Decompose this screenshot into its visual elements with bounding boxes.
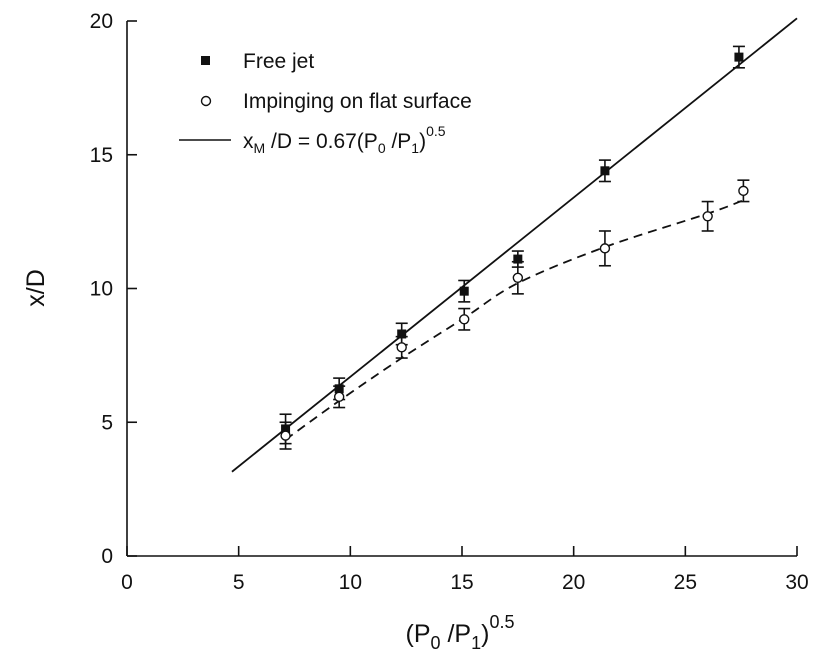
- data-point-square: [459, 286, 469, 296]
- data-point-circle: [702, 211, 713, 222]
- y-tick-label: 20: [90, 10, 113, 33]
- data-point-circle: [459, 314, 470, 325]
- data-point-circle: [280, 430, 291, 441]
- data-point-circle: [333, 391, 345, 403]
- legend-label-free-jet: Free jet: [243, 50, 314, 73]
- y-tick-label: 15: [90, 144, 113, 167]
- fit-line: [231, 17, 798, 473]
- x-ticks: 0 5 10 15 20 25 30: [121, 546, 809, 594]
- series-impinging: [279, 179, 750, 450]
- trend-curve: [285, 199, 744, 441]
- legend-item-fit: xM /D = 0.67(P0 /P1)0.5: [179, 123, 446, 156]
- legend-label-fit: xM /D = 0.67(P0 /P1)0.5: [243, 123, 446, 156]
- x-tick-label: 15: [450, 571, 473, 594]
- data-point-square: [600, 166, 610, 176]
- x-tick-label: 10: [339, 571, 362, 594]
- data-point-square: [397, 329, 407, 339]
- data-point-circle: [396, 342, 407, 353]
- x-tick-label: 20: [562, 571, 585, 594]
- legend-item-impinging: Impinging on flat surface: [200, 90, 472, 113]
- data-point-square: [734, 52, 744, 62]
- legend-item-free-jet: Free jet: [201, 50, 314, 73]
- x-axis-label: (P0 /P1)0.5: [406, 612, 515, 653]
- x-tick-label: 0: [121, 571, 133, 594]
- y-tick-label: 10: [90, 278, 113, 301]
- y-tick-label: 0: [101, 545, 113, 568]
- y-tick-label: 5: [101, 411, 113, 434]
- data-point-circle: [738, 185, 749, 197]
- data-point-circle: [599, 243, 611, 254]
- x-tick-label: 30: [785, 571, 808, 594]
- data-point-square: [513, 254, 523, 264]
- legend-label-impinging: Impinging on flat surface: [243, 90, 472, 113]
- x-tick-label: 25: [674, 571, 697, 594]
- data-point-circle: [512, 272, 524, 283]
- legend-marker-square: [201, 56, 210, 65]
- y-axis-label: x/D: [22, 269, 50, 307]
- legend-marker-circle: [200, 95, 212, 107]
- plot-area: 0 5 10 15 20 25 30 0 5 10 15 20: [90, 10, 809, 594]
- y-ticks: 0 5 10 15 20: [90, 10, 137, 568]
- x-tick-label: 5: [233, 571, 245, 594]
- legend: Free jet Impinging on flat surface xM /D…: [179, 50, 472, 156]
